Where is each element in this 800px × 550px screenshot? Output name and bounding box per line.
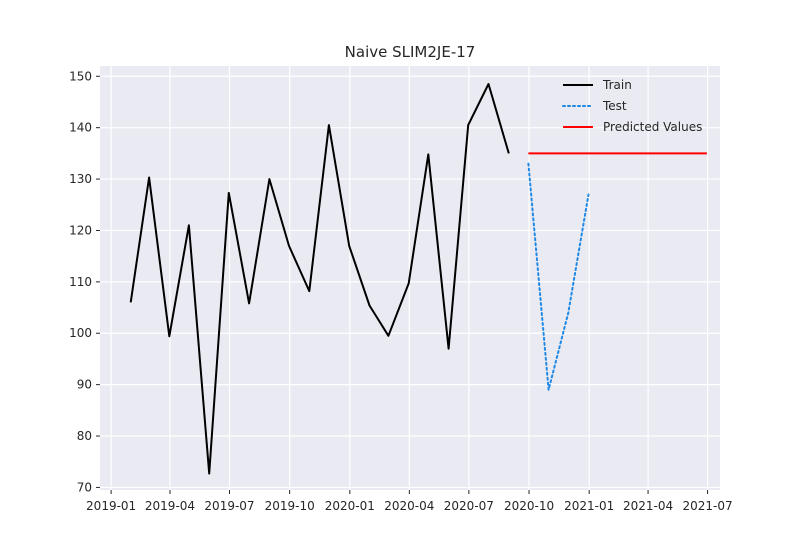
y-tick-label: 150: [69, 69, 92, 83]
y-tick-label: 140: [69, 121, 92, 135]
x-tick-label: 2020-10: [504, 499, 554, 513]
y-tick-label: 130: [69, 172, 92, 186]
legend-label-test: Test: [602, 99, 627, 113]
series-layer: [129, 83, 707, 475]
y-tick-label: 100: [69, 326, 92, 340]
grid: [100, 66, 720, 490]
x-tick-label: 2019-07: [204, 499, 254, 513]
x-tick-label: 2019-10: [265, 499, 315, 513]
y-tick-label: 80: [77, 429, 92, 443]
x-tick-label: 2020-01: [325, 499, 375, 513]
y-tick-label: 70: [77, 480, 92, 494]
legend: Train Test Predicted Values: [562, 78, 702, 134]
legend-label-train: Train: [602, 78, 632, 92]
tick-layer: 2019-01 2019-04 2019-07 2019-10 2020-01 2020-…: [69, 69, 733, 513]
x-tick-label: 2020-04: [384, 499, 434, 513]
x-tick-label: 2021-01: [564, 499, 614, 513]
y-tick-label: 90: [77, 378, 92, 392]
x-tick-label: 2019-01: [86, 499, 136, 513]
series-line-test: [527, 162, 590, 391]
chart-title: Naive SLIM2JE-17: [345, 43, 476, 61]
series-line-train: [129, 83, 510, 475]
x-tick-label: 2019-04: [145, 499, 195, 513]
x-tick-label: 2021-04: [623, 499, 673, 513]
y-tick-label: 110: [69, 275, 92, 289]
x-tick-label: 2021-07: [683, 499, 733, 513]
x-tick-label: 2020-07: [444, 499, 494, 513]
y-tick-label: 120: [69, 223, 92, 237]
legend-label-predicted-values: Predicted Values: [603, 120, 702, 134]
